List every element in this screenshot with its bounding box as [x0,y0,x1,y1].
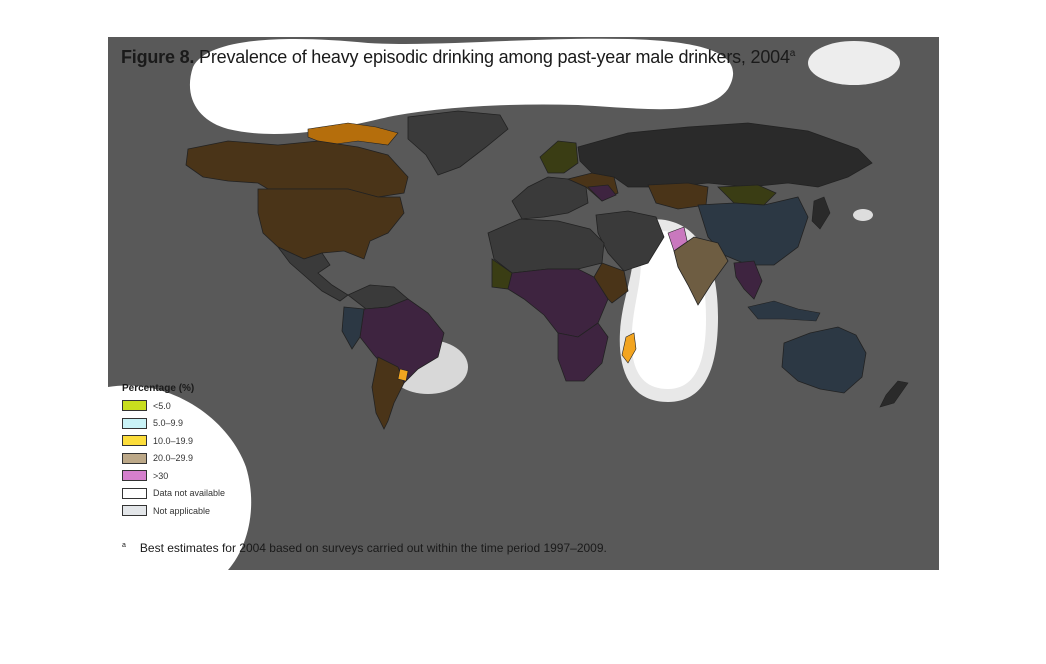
peru [341,306,365,350]
figure: Figure 8. Prevalence of heavy episodic d… [108,37,939,570]
legend-item: <5.0 [122,397,225,415]
legend-item: 5.0–9.9 [122,415,225,433]
madagascar [621,332,637,364]
figure-label: Figure 8. [121,47,195,67]
uruguay [397,368,409,382]
legend-item: Not applicable [122,502,225,520]
highlight-blob-topright [808,41,900,85]
legend-item: Data not available [122,485,225,503]
legend-swatch [122,435,147,447]
footnote: a Best estimates for 2004 based on survey… [122,541,607,555]
world-map [108,38,909,570]
legend-item: 20.0–29.9 [122,450,225,468]
legend-swatch [122,505,147,517]
russia [577,122,873,188]
mongolia [717,184,777,206]
india [673,236,729,306]
europe-west [511,176,589,220]
legend-label: <5.0 [153,400,171,411]
legend-label: >30 [153,470,169,481]
usa [257,188,405,260]
africa-south [557,322,609,382]
figure-title-text: Prevalence of heavy episodic drinking am… [199,47,790,67]
new-zealand [879,380,909,408]
footnote-text: Best estimates for 2004 based on surveys… [139,541,607,555]
highlight-blob-top [189,38,734,134]
highlight-blob-legend [108,385,252,570]
legend-swatch [122,400,147,412]
highlight-blob-small [853,209,873,221]
figure-title-footnote-mark: a [789,48,796,59]
middle-east [595,210,665,272]
africa-east [593,262,629,304]
indonesia [747,300,821,322]
footnote-mark: a [122,542,126,549]
southeast-asia [733,260,763,300]
legend-swatch [122,417,147,429]
legend-item: >30 [122,467,225,485]
japan [811,196,831,230]
legend-label: Not applicable [153,505,211,516]
legend-title: Percentage (%) [122,383,195,394]
mexico [277,246,349,302]
legend-label: 20.0–29.9 [153,453,194,464]
legend-item: 10.0–19.9 [122,432,225,450]
legend-label: Data not available [153,488,226,499]
greenland [407,110,509,176]
scandinavia [539,140,579,174]
legend-swatch [122,470,147,482]
figure-title: Figure 8. Prevalence of heavy episodic d… [121,47,795,68]
australia [781,326,867,394]
legend-swatch [122,487,147,499]
legend-label: 10.0–19.9 [153,435,194,446]
canada-islands [307,122,399,146]
legend: Percentage (%) <5.0 5.0–9.9 10.0–19.9 20… [122,383,225,520]
ukraine [587,184,617,202]
legend-swatch [122,452,147,464]
legend-label: 5.0–9.9 [153,418,184,429]
africa-north [487,218,605,274]
